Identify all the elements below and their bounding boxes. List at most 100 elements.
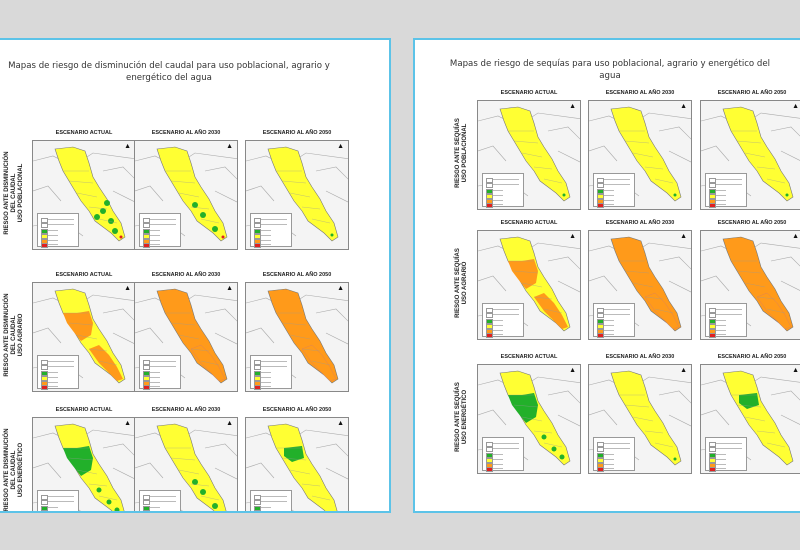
legend-text-line: [604, 179, 630, 180]
legend-text-line: [716, 454, 726, 455]
row-label-line: DEL CAUDAL: [11, 315, 17, 355]
map-legend: [482, 303, 524, 338]
row-label: RIESGO ANTE SEQUÍAS USO AGRARIO: [455, 228, 469, 338]
map-cell: ESCENARIO ACTUAL ▲: [32, 130, 136, 250]
north-arrow-icon: ▲: [680, 367, 687, 374]
legend-swatch: [41, 243, 48, 248]
basin-map: [246, 423, 348, 511]
legend-text-line: [261, 224, 287, 225]
legend-text-line: [493, 309, 519, 310]
legend-text-line: [493, 464, 503, 465]
map-legend: [593, 437, 635, 472]
legend-text-line: [604, 443, 630, 444]
scenario-title: ESCENARIO ACTUAL: [55, 130, 113, 136]
legend-swatch: [254, 506, 261, 511]
legend-text-line: [261, 219, 287, 220]
legend-text-line: [493, 334, 503, 335]
legend-text-line: [604, 334, 614, 335]
legend-text-line: [716, 179, 742, 180]
row-label-line: RIESGO ANTE SEQUÍAS: [455, 118, 461, 188]
legend-swatch: [709, 319, 716, 324]
map-legend: [593, 173, 635, 208]
legend-swatch: [486, 324, 493, 329]
north-arrow-icon: ▲: [226, 143, 233, 150]
legend-text-line: [716, 204, 726, 205]
map-legend: [705, 303, 747, 338]
north-arrow-icon: ▲: [226, 285, 233, 292]
basin-map: [478, 370, 580, 466]
legend-swatch: [41, 229, 48, 234]
map-legend: [705, 173, 747, 208]
row-label-line: RIESGO ANTE DISMINUCIÓN: [4, 293, 10, 377]
legend-swatch: [486, 178, 493, 183]
legend-text-line: [261, 382, 271, 383]
legend-swatch: [597, 333, 604, 338]
basin-map: [701, 106, 800, 202]
legend-text-line: [150, 382, 160, 383]
map-cell: ESCENARIO AL AÑO 2030 ▲: [134, 130, 238, 250]
legend-swatch: [254, 385, 261, 390]
legend-swatch: [709, 458, 716, 463]
map-cell: ESCENARIO AL AÑO 2050 ▲: [700, 90, 800, 210]
legend-text-line: [604, 459, 614, 460]
scenario-title: ESCENARIO AL AÑO 2050: [262, 272, 332, 278]
legend-text-line: [48, 240, 58, 241]
legend-swatch: [143, 229, 150, 234]
row-label-line: DEL CAUDAL: [11, 173, 17, 213]
legend-swatch: [486, 194, 493, 199]
legend-text-line: [48, 219, 74, 220]
legend-text-line: [716, 468, 726, 469]
legend-swatch: [486, 453, 493, 458]
legend-swatch: [254, 218, 261, 223]
legend-swatch: [143, 360, 150, 365]
legend-swatch: [486, 308, 493, 313]
legend-text-line: [493, 190, 503, 191]
legend-text-line: [493, 448, 519, 449]
row-label: RIESGO ANTE DISMINUCIÓN DEL CAUDAL USO ENE…: [4, 415, 25, 511]
legend-swatch: [597, 178, 604, 183]
legend-swatch: [254, 371, 261, 376]
panel-title: Mapas de riesgo de sequías para uso pobl…: [449, 59, 771, 81]
legend-text-line: [493, 443, 519, 444]
legend-text-line: [716, 190, 726, 191]
legend-text-line: [150, 496, 176, 497]
scenario-title: ESCENARIO AL AÑO 2050: [262, 130, 332, 136]
legend-text-line: [604, 330, 614, 331]
legend-text-line: [493, 200, 503, 201]
legend-swatch: [486, 467, 493, 472]
legend-text-line: [493, 314, 519, 315]
legend-swatch: [709, 442, 716, 447]
legend-text-line: [150, 507, 160, 508]
map-frame: ▲: [134, 140, 238, 250]
legend-swatch: [143, 500, 150, 505]
legend-text-line: [48, 382, 58, 383]
map-cell: ESCENARIO AL AÑO 2030 ▲: [588, 220, 692, 340]
basin-map: [701, 236, 800, 332]
legend-swatch: [709, 467, 716, 472]
legend-swatch: [143, 371, 150, 376]
row-label: RIESGO ANTE SEQUÍAS USO POBLACIONAL: [455, 98, 469, 208]
map-cell: ESCENARIO ACTUAL ▲: [32, 407, 136, 511]
legend-text-line: [150, 501, 176, 502]
legend-text-line: [261, 366, 287, 367]
legend-swatch: [486, 313, 493, 318]
north-arrow-icon: ▲: [337, 143, 344, 150]
legend-text-line: [150, 377, 160, 378]
map-legend: [250, 213, 292, 248]
legend-swatch: [486, 333, 493, 338]
scenario-title: ESCENARIO AL AÑO 2030: [605, 90, 675, 96]
map-cell: ESCENARIO AL AÑO 2050 ▲: [245, 130, 349, 250]
legend-text-line: [150, 235, 160, 236]
legend-text-line: [261, 377, 271, 378]
legend-text-line: [261, 230, 271, 231]
legend-swatch: [254, 243, 261, 248]
legend-text-line: [261, 507, 271, 508]
map-legend: [250, 355, 292, 390]
panel-title: Mapas de riesgo de disminución del cauda…: [8, 61, 330, 83]
legend-swatch: [597, 308, 604, 313]
map-legend: [593, 303, 635, 338]
north-arrow-icon: ▲: [337, 420, 344, 427]
legend-text-line: [604, 204, 614, 205]
legend-swatch: [143, 234, 150, 239]
legend-swatch: [597, 194, 604, 199]
